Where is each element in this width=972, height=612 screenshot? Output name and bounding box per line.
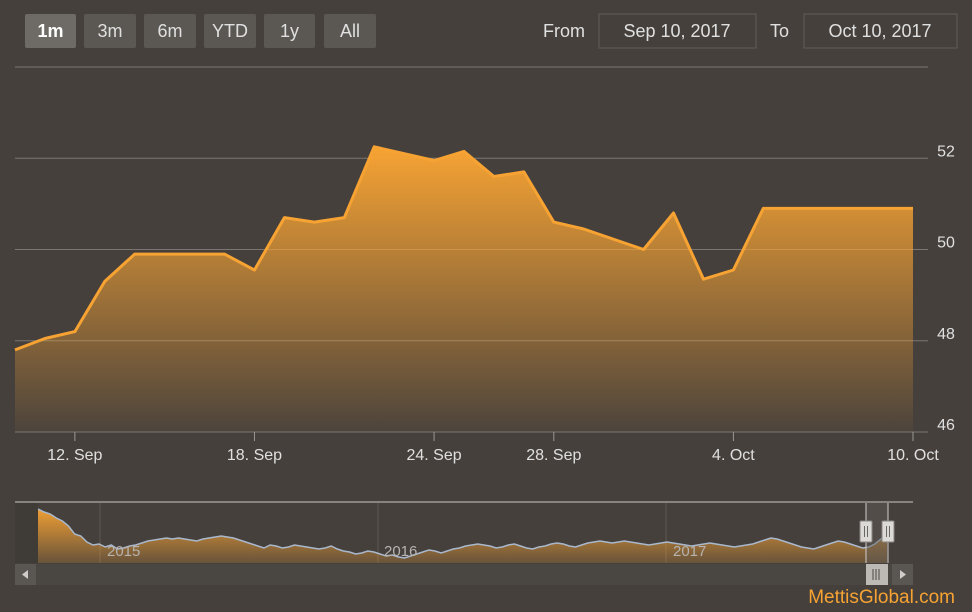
range-button-all[interactable] <box>324 14 376 48</box>
navigator-selected-window[interactable] <box>866 503 888 563</box>
to-date-input-box[interactable] <box>803 13 958 49</box>
navigator-line <box>37 508 888 559</box>
scrollbar-track[interactable] <box>15 564 913 585</box>
price-series <box>14 145 913 433</box>
y-tick-label: 50 <box>937 235 955 252</box>
series-line <box>14 145 913 352</box>
x-axis: 12. Sep 18. Sep 24. Sep 28. Sep 4. Oct 10. Oc… <box>47 432 939 464</box>
range-button-label: 1m <box>37 21 63 41</box>
scrollbar-thumb[interactable] <box>866 564 888 585</box>
area-fill <box>15 146 913 433</box>
from-date-input[interactable]: Sep 10, 2017 <box>623 21 730 41</box>
range-button-1m[interactable] <box>25 14 76 48</box>
navigator-mask-left <box>15 503 38 563</box>
range-button-ytd[interactable] <box>204 14 256 48</box>
navigator-year-label: 2017 <box>673 543 706 560</box>
range-button-1y[interactable] <box>264 14 315 48</box>
x-tick-label: 24. Sep <box>406 447 461 464</box>
x-tick-label: 12. Sep <box>47 447 102 464</box>
arrow-right-icon <box>900 570 906 579</box>
navigator-year-label: 2016 <box>384 543 417 560</box>
to-date-input[interactable]: Oct 10, 2017 <box>828 21 931 41</box>
y-axis: 46 48 50 52 <box>937 143 955 434</box>
x-tick-label: 10. Oct <box>887 447 939 464</box>
watermark: MettisGlobal.com <box>808 587 955 608</box>
arrow-left-icon <box>22 570 28 579</box>
x-tick-label: 4. Oct <box>712 447 755 464</box>
y-tick-label: 48 <box>937 326 955 343</box>
navigator[interactable]: 2015 2016 2017 <box>15 501 913 585</box>
range-button-label: 6m <box>157 21 182 41</box>
to-label: To <box>770 21 789 41</box>
from-date-input-box[interactable] <box>598 13 757 49</box>
navigator-area <box>38 509 887 563</box>
range-button-label: All <box>340 21 360 41</box>
range-button-label: YTD <box>212 21 248 41</box>
y-tick-label: 46 <box>937 417 955 434</box>
range-selector: 1m 3m 6m YTD 1y All <box>25 14 376 48</box>
y-tick-label: 52 <box>937 143 955 160</box>
navigator-year-label: 2015 <box>107 543 140 560</box>
x-tick-label: 28. Sep <box>526 447 581 464</box>
range-button-6m[interactable] <box>144 14 196 48</box>
x-tick-label: 18. Sep <box>227 447 282 464</box>
range-button-3m[interactable] <box>84 14 136 48</box>
navigator-handle[interactable] <box>859 520 873 543</box>
navigator-handle[interactable] <box>881 520 895 543</box>
range-button-label: 1y <box>280 21 299 41</box>
from-label: From <box>543 21 585 41</box>
range-button-label: 3m <box>97 21 122 41</box>
